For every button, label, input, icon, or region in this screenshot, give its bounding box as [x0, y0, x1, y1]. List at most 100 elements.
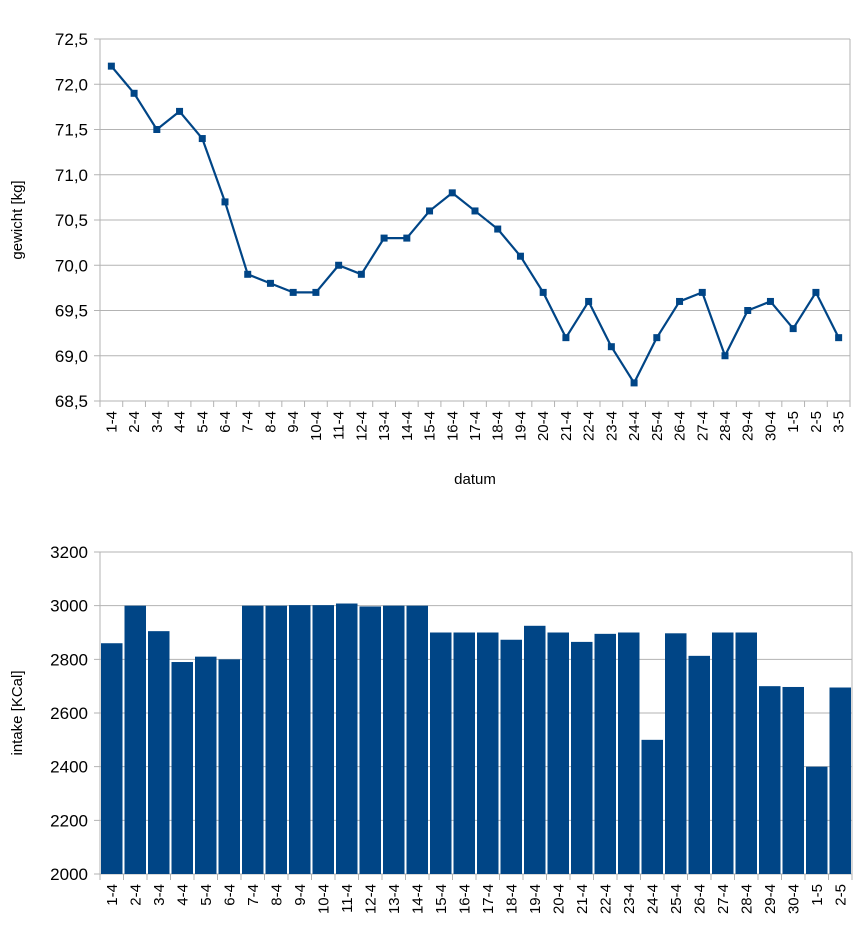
data-point [744, 307, 752, 314]
y-tick-label: 71,0 [55, 166, 88, 185]
data-point [221, 198, 229, 206]
y-tick-label: 2000 [50, 865, 88, 884]
data-point [766, 297, 774, 305]
x-tick-label: 13-4 [376, 411, 393, 441]
x-tick-label: 26-4 [672, 411, 689, 441]
x-tick-label: 16-4 [444, 411, 461, 441]
x-tick-label: 16-4 [456, 884, 473, 914]
y-tick-label: 72,5 [55, 30, 88, 49]
data-point [539, 288, 547, 296]
y-tick-label: 72,0 [55, 75, 88, 94]
bar [477, 632, 499, 874]
bar [453, 632, 475, 874]
data-point [721, 352, 729, 360]
x-tick-label: 22-4 [581, 411, 598, 441]
bar [594, 633, 616, 874]
data-point [335, 261, 343, 269]
y-tick-label: 70,0 [55, 256, 88, 275]
x-tick-label: 18-4 [490, 411, 507, 441]
x-tick-label: 15-4 [433, 884, 450, 914]
x-tick-label: 12-4 [353, 411, 370, 441]
bar [265, 605, 287, 874]
x-axis-title: datum [454, 471, 496, 488]
data-point [107, 62, 115, 70]
bar [148, 631, 170, 874]
data-point [789, 325, 797, 333]
data-point [562, 334, 570, 342]
data-point [630, 379, 638, 387]
x-tick-label: 20-4 [535, 411, 552, 441]
x-tick-label: 11-4 [331, 411, 348, 440]
x-tick-label: 25-4 [668, 884, 685, 914]
data-point [676, 297, 684, 305]
x-tick-label: 15-4 [422, 411, 439, 441]
bar [336, 603, 358, 874]
y-tick-label: 70,5 [55, 211, 88, 230]
x-tick-label: 3-5 [831, 411, 848, 433]
x-tick-label: 11-4 [339, 884, 356, 913]
x-tick-label: 29-4 [762, 884, 779, 914]
bar [171, 662, 193, 874]
y-tick-label: 69,5 [55, 302, 88, 321]
x-tick-label: 5-4 [198, 884, 215, 906]
x-tick-label: 10-4 [315, 884, 332, 914]
data-point [812, 288, 820, 296]
x-tick-label: 21-4 [558, 411, 575, 441]
y-tick-label: 2200 [50, 811, 88, 830]
data-point [198, 135, 206, 143]
data-point [585, 297, 593, 305]
x-tick-label: 30-4 [785, 884, 802, 914]
x-tick-label: 14-4 [409, 884, 426, 914]
x-tick-label: 7-4 [245, 884, 262, 906]
x-tick-label: 4-4 [172, 411, 189, 433]
data-point [380, 234, 388, 242]
data-point [130, 89, 138, 97]
x-tick-label: 21-4 [574, 884, 591, 914]
data-point [312, 288, 320, 296]
x-tick-label: 2-5 [832, 884, 849, 906]
bar [195, 656, 217, 874]
x-tick-label: 9-4 [292, 884, 309, 906]
data-point [494, 225, 502, 233]
y-axis-title: intake [KCal] [9, 670, 26, 755]
x-tick-label: 20-4 [550, 884, 567, 914]
x-tick-label: 28-4 [717, 411, 734, 441]
x-tick-label: 28-4 [738, 884, 755, 914]
x-tick-label: 23-4 [621, 884, 638, 914]
data-point [426, 207, 434, 215]
data-point [607, 343, 615, 351]
x-tick-label: 1-4 [103, 411, 120, 433]
x-tick-label: 2-4 [126, 411, 143, 433]
y-tick-label: 71,5 [55, 121, 88, 140]
data-point [176, 107, 184, 115]
bar [218, 659, 240, 874]
bar [359, 606, 381, 874]
bar [406, 605, 428, 874]
data-point [471, 207, 479, 215]
data-point [357, 270, 365, 278]
bar [124, 605, 146, 874]
x-tick-label: 10-4 [308, 411, 325, 441]
data-point [516, 252, 524, 260]
x-tick-label: 4-4 [174, 884, 191, 906]
y-tick-label: 2600 [50, 704, 88, 723]
x-tick-label: 13-4 [386, 884, 403, 914]
bar [101, 643, 123, 874]
x-tick-label: 29-4 [740, 411, 757, 441]
y-tick-label: 3000 [50, 597, 88, 616]
bar [383, 605, 405, 874]
x-tick-label: 14-4 [399, 411, 416, 441]
bar [242, 605, 264, 874]
x-tick-label: 2-5 [808, 411, 825, 433]
bar [430, 632, 452, 874]
data-point [153, 126, 161, 133]
series-line [110, 65, 840, 384]
x-tick-label: 8-4 [262, 411, 279, 433]
x-tick-label: 22-4 [597, 884, 614, 914]
y-tick-label: 3200 [50, 543, 88, 562]
bar [500, 639, 522, 874]
y-tick-label: 2800 [50, 650, 88, 669]
bar [806, 766, 828, 874]
x-tick-label: 18-4 [503, 884, 520, 914]
